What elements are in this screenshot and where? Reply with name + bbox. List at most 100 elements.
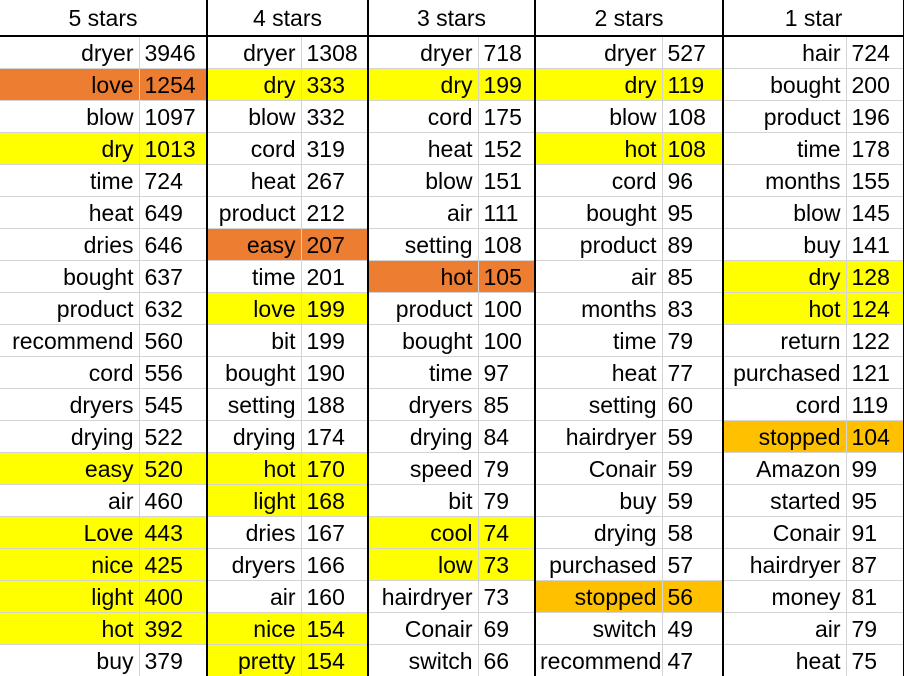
count-cell[interactable]: 154	[301, 613, 368, 645]
word-cell[interactable]: cord	[723, 389, 846, 421]
header-3-stars[interactable]: 3 stars	[368, 0, 535, 36]
word-cell[interactable]: time	[0, 165, 139, 197]
count-cell[interactable]: 49	[662, 613, 723, 645]
count-cell[interactable]: 560	[139, 325, 207, 357]
count-cell[interactable]: 47	[662, 645, 723, 676]
count-cell[interactable]: 152	[478, 133, 535, 165]
word-cell[interactable]: buy	[535, 485, 662, 517]
word-cell[interactable]: cool	[368, 517, 478, 549]
word-cell[interactable]: bought	[207, 357, 301, 389]
count-cell[interactable]: 1308	[301, 36, 368, 69]
count-cell[interactable]: 207	[301, 229, 368, 261]
word-cell[interactable]: hairdryer	[368, 581, 478, 613]
word-cell[interactable]: air	[207, 581, 301, 613]
word-cell[interactable]: bit	[368, 485, 478, 517]
word-cell[interactable]: drying	[0, 421, 139, 453]
word-cell[interactable]: blow	[368, 165, 478, 197]
count-cell[interactable]: 77	[662, 357, 723, 389]
count-cell[interactable]: 1254	[139, 69, 207, 101]
word-cell[interactable]: dries	[207, 517, 301, 549]
header-1-star[interactable]: 1 star	[723, 0, 904, 36]
word-cell[interactable]: heat	[723, 645, 846, 676]
word-cell[interactable]: Love	[0, 517, 139, 549]
word-cell[interactable]: easy	[0, 453, 139, 485]
word-cell[interactable]: heat	[535, 357, 662, 389]
count-cell[interactable]: 332	[301, 101, 368, 133]
word-cell[interactable]: nice	[0, 549, 139, 581]
count-cell[interactable]: 128	[846, 261, 904, 293]
word-cell[interactable]: product	[368, 293, 478, 325]
word-cell[interactable]: blow	[0, 101, 139, 133]
count-cell[interactable]: 188	[301, 389, 368, 421]
word-cell[interactable]: switch	[368, 645, 478, 676]
count-cell[interactable]: 1097	[139, 101, 207, 133]
word-cell[interactable]: blow	[535, 101, 662, 133]
count-cell[interactable]: 69	[478, 613, 535, 645]
word-cell[interactable]: dry	[535, 69, 662, 101]
word-cell[interactable]: dry	[207, 69, 301, 101]
word-cell[interactable]: hairdryer	[535, 421, 662, 453]
header-2-stars[interactable]: 2 stars	[535, 0, 723, 36]
count-cell[interactable]: 141	[846, 229, 904, 261]
count-cell[interactable]: 85	[478, 389, 535, 421]
count-cell[interactable]: 85	[662, 261, 723, 293]
count-cell[interactable]: 59	[662, 421, 723, 453]
word-cell[interactable]: hot	[535, 133, 662, 165]
header-4-stars[interactable]: 4 stars	[207, 0, 368, 36]
count-cell[interactable]: 111	[478, 197, 535, 229]
count-cell[interactable]: 59	[662, 485, 723, 517]
count-cell[interactable]: 333	[301, 69, 368, 101]
word-cell[interactable]: stopped	[535, 581, 662, 613]
word-cell[interactable]: dryer	[368, 36, 478, 69]
word-cell[interactable]: buy	[0, 645, 139, 676]
count-cell[interactable]: 718	[478, 36, 535, 69]
word-cell[interactable]: dryer	[207, 36, 301, 69]
word-cell[interactable]: dryers	[207, 549, 301, 581]
word-cell[interactable]: dry	[0, 133, 139, 165]
word-cell[interactable]: air	[368, 197, 478, 229]
count-cell[interactable]: 58	[662, 517, 723, 549]
count-cell[interactable]: 124	[846, 293, 904, 325]
word-cell[interactable]: hair	[723, 36, 846, 69]
count-cell[interactable]: 319	[301, 133, 368, 165]
count-cell[interactable]: 170	[301, 453, 368, 485]
count-cell[interactable]: 87	[846, 549, 904, 581]
count-cell[interactable]: 99	[846, 453, 904, 485]
count-cell[interactable]: 174	[301, 421, 368, 453]
count-cell[interactable]: 522	[139, 421, 207, 453]
count-cell[interactable]: 160	[301, 581, 368, 613]
count-cell[interactable]: 646	[139, 229, 207, 261]
count-cell[interactable]: 166	[301, 549, 368, 581]
count-cell[interactable]: 724	[846, 36, 904, 69]
word-cell[interactable]: cord	[207, 133, 301, 165]
count-cell[interactable]: 105	[478, 261, 535, 293]
count-cell[interactable]: 57	[662, 549, 723, 581]
count-cell[interactable]: 79	[846, 613, 904, 645]
word-cell[interactable]: setting	[368, 229, 478, 261]
count-cell[interactable]: 460	[139, 485, 207, 517]
count-cell[interactable]: 100	[478, 325, 535, 357]
count-cell[interactable]: 190	[301, 357, 368, 389]
word-cell[interactable]: drying	[535, 517, 662, 549]
word-cell[interactable]: light	[0, 581, 139, 613]
count-cell[interactable]: 81	[846, 581, 904, 613]
count-cell[interactable]: 267	[301, 165, 368, 197]
word-cell[interactable]: setting	[207, 389, 301, 421]
count-cell[interactable]: 196	[846, 101, 904, 133]
count-cell[interactable]: 379	[139, 645, 207, 676]
count-cell[interactable]: 121	[846, 357, 904, 389]
word-cell[interactable]: air	[0, 485, 139, 517]
count-cell[interactable]: 119	[846, 389, 904, 421]
word-cell[interactable]: bought	[368, 325, 478, 357]
count-cell[interactable]: 108	[478, 229, 535, 261]
word-cell[interactable]: cord	[0, 357, 139, 389]
count-cell[interactable]: 97	[478, 357, 535, 389]
count-cell[interactable]: 66	[478, 645, 535, 676]
word-cell[interactable]: dry	[368, 69, 478, 101]
count-cell[interactable]: 520	[139, 453, 207, 485]
word-cell[interactable]: switch	[535, 613, 662, 645]
count-cell[interactable]: 637	[139, 261, 207, 293]
count-cell[interactable]: 155	[846, 165, 904, 197]
count-cell[interactable]: 199	[301, 325, 368, 357]
word-cell[interactable]: return	[723, 325, 846, 357]
